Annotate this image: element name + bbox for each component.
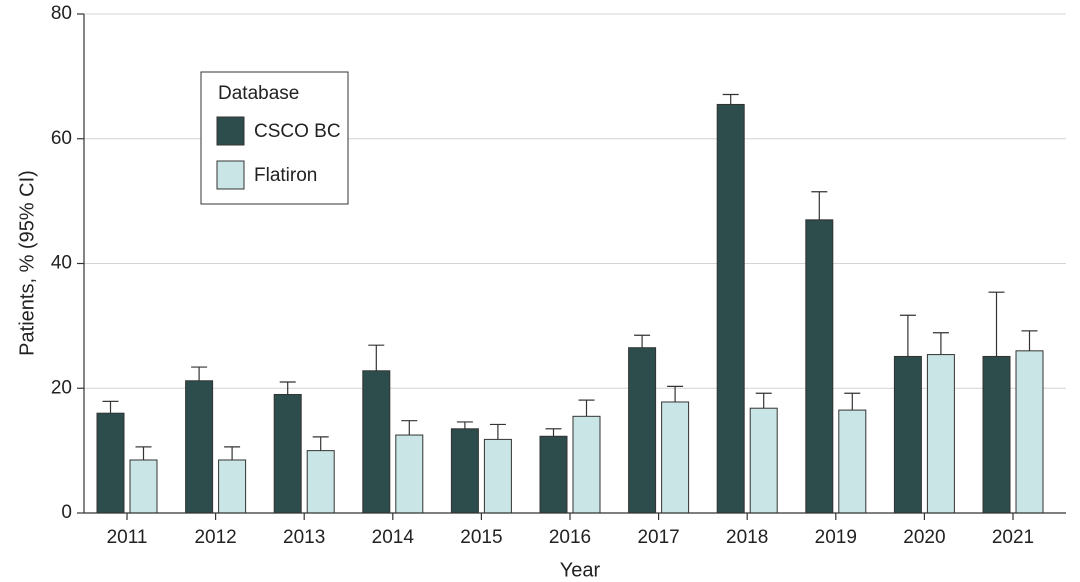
x-tick-label: 2015 (460, 527, 502, 548)
legend-swatch-flatiron (216, 160, 245, 190)
bar-csco-bc (893, 355, 922, 514)
x-tick-label: 2013 (283, 527, 325, 548)
legend: Database CSCO BC Flatiron (200, 71, 349, 205)
bar-csco-bc (362, 370, 391, 514)
bar-flatiron (838, 409, 867, 514)
y-tick-label: 40 (51, 253, 72, 274)
x-tick-label: 2011 (107, 527, 148, 548)
y-tick-label: 20 (51, 377, 72, 398)
y-tick-label: 80 (51, 3, 72, 24)
legend-label-csco-bc: CSCO BC (254, 121, 341, 142)
bar-csco-bc (450, 428, 479, 514)
x-tick-label: 2017 (637, 527, 679, 548)
bar-csco-bc (982, 355, 1011, 514)
x-tick-label: 2016 (549, 527, 591, 548)
bar-flatiron (483, 438, 512, 514)
y-ticks: 0 20 40 60 80 (51, 3, 84, 523)
legend-title: Database (218, 83, 299, 104)
bar-flatiron (661, 401, 690, 514)
bar-flatiron (395, 434, 424, 514)
bar-flatiron (572, 415, 601, 514)
bar-csco-bc (805, 219, 834, 514)
bar-csco-bc (273, 393, 302, 514)
x-axis-title: Year (560, 559, 601, 581)
y-tick-label: 0 (61, 502, 72, 523)
y-tick-label: 60 (51, 128, 72, 149)
x-tick-label: 2019 (815, 527, 857, 548)
bar-flatiron (1015, 350, 1044, 514)
bar-flatiron (926, 354, 955, 514)
x-tick-label: 2018 (726, 527, 768, 548)
legend-swatch-csco-bc (216, 116, 245, 146)
bar-flatiron (218, 459, 247, 514)
bar-csco-bc (628, 347, 657, 514)
x-tick-label: 2012 (194, 527, 236, 548)
legend-label-flatiron: Flatiron (254, 165, 317, 186)
bar-flatiron (749, 407, 778, 514)
x-tick-label: 2021 (992, 527, 1034, 548)
bar-csco-bc (185, 380, 214, 514)
bar-csco-bc (96, 412, 125, 514)
x-tick-label: 2020 (903, 527, 945, 548)
bar-flatiron (306, 450, 335, 514)
x-ticks: 2011 2012 2013 2014 2015 2016 2017 2018 2019 2020… (107, 513, 1034, 548)
x-tick-label: 2014 (372, 527, 415, 548)
bar-flatiron (129, 459, 158, 514)
y-axis-title: Patients, % (95% CI) (16, 170, 38, 356)
bar-csco-bc (539, 435, 568, 514)
bar-csco-bc (716, 103, 745, 514)
